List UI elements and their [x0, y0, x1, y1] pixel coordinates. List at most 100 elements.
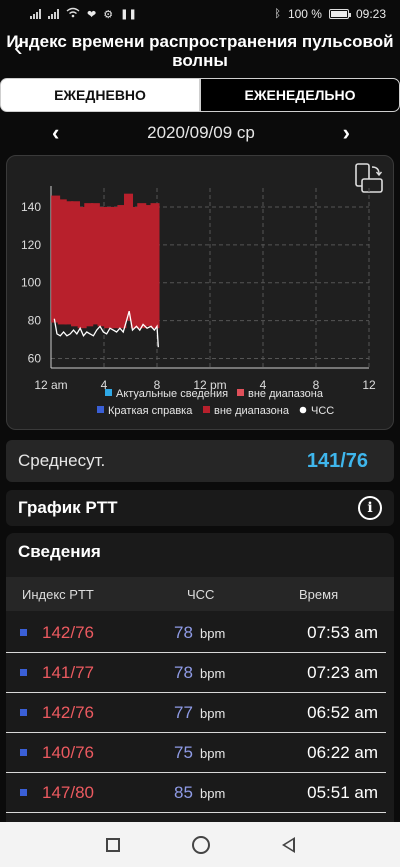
bp-bar — [84, 203, 94, 327]
legend-label: Актуальные сведения — [116, 388, 228, 400]
column-hr: ЧСС — [187, 587, 215, 602]
row-hr-unit: bpm — [200, 746, 226, 761]
ptt-chart-title: График PTT — [18, 498, 118, 517]
legend-marker — [299, 406, 307, 414]
rotate-screen-icon[interactable] — [353, 162, 383, 194]
bp-bar — [77, 206, 87, 329]
bp-bar — [130, 206, 140, 329]
legend-label: вне диапазона — [214, 405, 290, 417]
signal-icon-2 — [48, 9, 59, 19]
row-time: 07:53 am — [307, 623, 378, 642]
bp-bar — [137, 203, 147, 329]
table-row[interactable]: 142/76 77 bpm 06:52 am — [6, 693, 386, 733]
ptt-chart-row[interactable]: График PTT i — [6, 490, 394, 526]
bp-bar — [124, 193, 134, 321]
bp-bar — [110, 206, 120, 329]
row-hr-unit: bpm — [200, 706, 226, 721]
back-arrow-icon[interactable]: ‹ — [14, 32, 23, 62]
status-icons-right: ᛒ 100 % 09:23 — [274, 7, 386, 21]
app-header: ‹ Индекс времени распространения пульсов… — [0, 28, 400, 72]
bluetooth-icon: ᛒ — [274, 8, 281, 20]
average-label: Среднесут. — [18, 451, 106, 470]
series-marker — [20, 669, 27, 676]
row-hr-value: 78 — [174, 623, 193, 642]
recent-apps-icon[interactable] — [105, 837, 120, 852]
row-ptt-value: 141/77 — [42, 663, 94, 682]
row-hr-unit: bpm — [200, 786, 226, 801]
gear-icon: ⚙ — [103, 8, 114, 21]
y-tick-label: 60 — [28, 352, 42, 366]
details-panel: Сведения Индекс PTT ЧСС Время 142/76 78 bp… — [6, 533, 394, 833]
series-marker — [20, 749, 27, 756]
chevron-right-icon[interactable]: › — [342, 120, 350, 145]
tab-weekly[interactable]: ЕЖЕНЕДЕЛЬНО — [200, 78, 400, 112]
column-ptt: Индекс PTT — [22, 587, 94, 602]
row-time: 06:22 am — [307, 743, 378, 762]
row-hr-value: 78 — [174, 663, 193, 682]
status-bar: ❤ ⚙ ❚❚ ᛒ 100 % 09:23 — [0, 0, 400, 28]
bp-bar — [143, 205, 153, 327]
table-row[interactable]: 147/80 85 bpm 05:51 am — [6, 773, 386, 813]
date-navigation: ‹ 2020/09/09 ср › — [0, 118, 400, 148]
table-row[interactable]: 140/76 75 bpm 06:22 am — [6, 733, 386, 773]
row-hr-value: 77 — [174, 703, 193, 722]
y-tick-label: 100 — [21, 276, 41, 290]
battery-icon — [328, 9, 351, 19]
back-icon[interactable] — [281, 836, 295, 853]
date-label: 2020/09/09 ср — [147, 123, 255, 142]
daily-average-row: Среднесут. 141/76 — [6, 440, 394, 482]
x-tick-label: 4 — [101, 378, 108, 392]
chevron-left-icon[interactable]: ‹ — [52, 120, 60, 145]
series-marker — [20, 789, 27, 796]
bp-bar — [64, 201, 74, 325]
y-tick-label: 80 — [28, 314, 42, 328]
average-value: 141/76 — [306, 449, 368, 472]
bp-bar — [51, 195, 61, 323]
table-row[interactable]: 142/76 78 bpm 07:53 am — [6, 613, 386, 653]
details-rows: 142/76 78 bpm 07:53 am 141/77 78 bpm 07:23 am 14… — [6, 613, 394, 813]
row-ptt-value: 140/76 — [42, 743, 94, 762]
details-title: Сведения — [18, 542, 101, 561]
home-icon[interactable] — [191, 835, 210, 854]
hr-line — [53, 310, 159, 348]
table-header: Индекс PTT ЧСС Время — [6, 577, 394, 611]
clock: 09:23 — [355, 7, 386, 21]
x-tick-label: 12 am — [34, 378, 67, 392]
bp-bar — [117, 205, 127, 329]
row-time: 07:23 am — [307, 663, 378, 682]
info-icon[interactable]: i — [358, 496, 382, 520]
row-hr-unit: bpm — [200, 666, 226, 681]
series-marker — [20, 629, 27, 636]
bp-bar — [150, 203, 160, 329]
row-ptt-value: 142/76 — [42, 703, 94, 722]
page-title: Индекс времени распространения пульсовой… — [6, 32, 394, 70]
wifi-icon — [66, 7, 80, 21]
legend-label: Краткая справка — [108, 405, 193, 417]
legend-marker — [105, 389, 112, 396]
bp-bar — [104, 206, 114, 329]
ptt-chart: 140 120 100 80 60 12 am 4 8 12 pm 4 8 12 Актуальные … — [21, 186, 376, 417]
table-row[interactable]: 141/77 78 bpm 07:23 am — [6, 653, 386, 693]
row-time: 06:52 am — [307, 703, 378, 722]
battery-percent: 100 % — [287, 7, 322, 21]
bp-bar — [97, 206, 107, 327]
column-time: Время — [299, 587, 339, 602]
x-tick-label: 12 pm — [193, 378, 226, 392]
bp-bar — [57, 199, 67, 325]
row-hr-value: 75 — [174, 743, 193, 762]
legend-marker — [203, 406, 210, 413]
signal-icon — [30, 9, 41, 19]
legend-label: ЧСС — [311, 405, 334, 417]
x-tick-label: 12 — [362, 378, 376, 392]
row-ptt-value: 142/76 — [42, 623, 94, 642]
legend-label: вне диапазона — [248, 388, 324, 400]
row-hr-unit: bpm — [200, 626, 226, 641]
row-ptt-value: 147/80 — [42, 783, 94, 802]
tab-daily[interactable]: ЕЖЕДНЕВНО — [0, 78, 200, 112]
bp-bar — [90, 203, 100, 325]
system-nav-bar — [0, 822, 400, 867]
x-tick-label: 8 — [313, 378, 320, 392]
bp-bar — [71, 201, 81, 327]
chart-card: 140 120 100 80 60 12 am 4 8 12 pm 4 8 12 Актуальные … — [6, 155, 394, 430]
row-hr-value: 85 — [174, 783, 193, 802]
